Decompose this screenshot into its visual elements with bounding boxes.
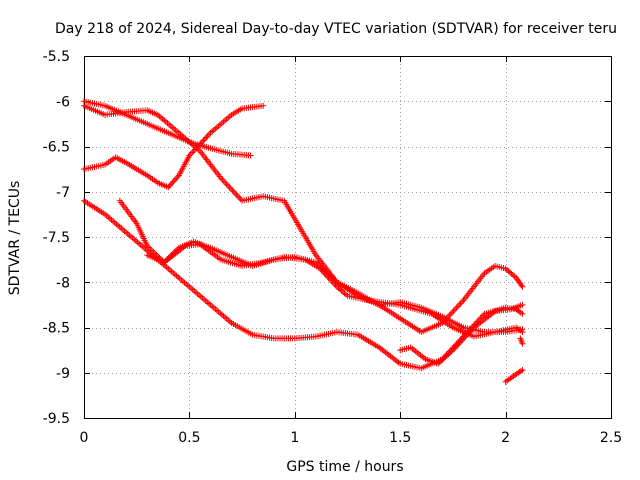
data-point-marker <box>225 182 232 189</box>
data-point-marker <box>173 175 180 182</box>
x-tick-label: 0 <box>80 430 89 446</box>
data-point-marker <box>203 134 210 141</box>
data-point-marker <box>435 360 442 367</box>
y-tick-label: -8 <box>56 275 70 291</box>
series-track-7 <box>397 301 526 367</box>
data-point-marker <box>443 352 450 359</box>
data-point-marker <box>446 312 453 319</box>
y-tick-label: -6 <box>56 94 70 110</box>
data-point-marker <box>174 173 181 180</box>
data-point-marker <box>519 329 526 336</box>
y-tick-label: -9.5 <box>43 411 70 427</box>
x-tick-label: 2.5 <box>600 430 622 446</box>
data-point-marker <box>519 340 526 347</box>
data-point-marker <box>232 190 239 197</box>
series-track-9 <box>517 335 526 347</box>
x-tick-label: 2 <box>501 430 510 446</box>
data-point-marker <box>234 193 241 200</box>
data-point-marker <box>438 357 445 364</box>
data-point-marker <box>233 191 240 198</box>
y-tick-label: -7.5 <box>43 230 70 246</box>
series-track-6 <box>144 241 526 340</box>
data-point-marker <box>518 367 525 374</box>
series-track-3 <box>81 102 267 191</box>
data-point-marker <box>247 152 254 159</box>
data-point-marker <box>222 179 229 186</box>
y-tick-label: -7 <box>56 185 70 201</box>
y-tick-label: -6.5 <box>43 140 70 156</box>
data-point-marker <box>449 309 456 316</box>
data-point-marker <box>167 181 174 188</box>
data-point-marker <box>189 149 196 156</box>
y-axis-label: SDTVAR / TECUs <box>7 181 23 296</box>
y-tick-label: -5.5 <box>43 49 70 65</box>
y-tick-label: -9 <box>56 366 70 382</box>
data-point-marker <box>439 356 446 363</box>
data-point-marker <box>204 132 211 139</box>
data-point-marker <box>171 176 178 183</box>
data-point-marker <box>165 184 172 191</box>
data-point-marker <box>220 178 227 185</box>
data-point-marker <box>519 367 526 374</box>
data-point-marker <box>459 298 466 305</box>
data-point-marker <box>166 182 173 189</box>
x-axis-label: GPS time / hours <box>286 459 403 475</box>
data-point-marker <box>169 179 176 186</box>
data-point-marker <box>230 188 237 195</box>
data-point-marker <box>448 348 455 355</box>
data-point-marker <box>148 247 155 254</box>
data-point-marker <box>450 307 457 314</box>
data-point-marker <box>227 185 234 192</box>
data-point-marker <box>206 131 213 138</box>
data-point-marker <box>441 355 448 362</box>
series-track-8 <box>502 367 526 385</box>
data-point-marker <box>237 196 244 203</box>
x-tick-label: 0.5 <box>178 430 200 446</box>
axis-ticks: 0 0.5 1 1.5 2 2.5 -5.5 -6 -6.5 -7 -7.5 -8 -8.5 -9 -9.5 <box>43 49 622 446</box>
data-point-marker <box>260 102 267 109</box>
series-track-4 <box>81 197 526 372</box>
data-point-marker <box>442 353 449 360</box>
series-track-2 <box>81 102 526 336</box>
data-point-marker <box>201 135 208 142</box>
data-point-marker <box>223 181 230 188</box>
data-point-marker <box>190 148 197 155</box>
data-point-marker <box>170 178 177 185</box>
data-point-marker <box>453 304 460 311</box>
data-point-marker <box>219 176 226 183</box>
data-point-marker <box>519 310 526 317</box>
data-point-marker <box>457 300 464 307</box>
data-point-marker <box>331 280 338 287</box>
data-point-marker <box>454 303 461 310</box>
data-point-marker <box>226 184 233 191</box>
grid-lines <box>84 56 611 418</box>
data-point-marker <box>445 351 452 358</box>
y-tick-label: -8.5 <box>43 321 70 337</box>
x-tick-label: 1 <box>290 430 299 446</box>
chart-title: Day 218 of 2024, Sidereal Day-to-day VTE… <box>55 21 617 37</box>
data-point-marker <box>519 301 526 308</box>
data-point-marker <box>447 310 454 317</box>
series-track-5 <box>116 197 526 336</box>
data-point-marker <box>456 301 463 308</box>
series-track-1 <box>81 98 254 159</box>
data-point-marker <box>519 283 526 290</box>
data-points <box>81 98 526 385</box>
data-point-marker <box>436 359 443 366</box>
data-point-marker <box>452 306 459 313</box>
x-tick-label: 1.5 <box>389 430 411 446</box>
data-point-marker <box>147 246 154 253</box>
data-point-marker <box>229 187 236 194</box>
data-point-marker <box>446 349 453 356</box>
